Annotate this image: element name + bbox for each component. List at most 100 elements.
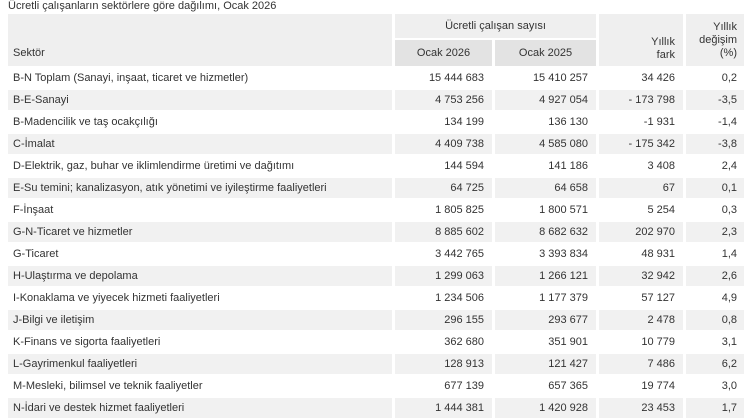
jan-2026-value-cell: 296 155 bbox=[395, 310, 492, 330]
sector-name-cell: D-Elektrik, gaz, buhar ve iklimlendirme … bbox=[8, 156, 392, 176]
col-header-sector: Sektör bbox=[8, 14, 392, 66]
sector-name-cell: C-İmalat bbox=[8, 134, 392, 154]
jan-2025-value-cell: 1 177 379 bbox=[495, 288, 596, 308]
jan-2025-value-cell: 136 130 bbox=[495, 112, 596, 132]
annual-change-cell: -3,5 bbox=[686, 90, 744, 110]
annual-diff-cell: 5 254 bbox=[599, 200, 683, 220]
jan-2026-value-cell: 128 913 bbox=[395, 354, 492, 374]
jan-2025-value-cell: 64 658 bbox=[495, 178, 596, 198]
col-header-annual-change-pct: Yıllık değişim (%) bbox=[686, 14, 744, 66]
jan-2026-value-cell: 3 442 765 bbox=[395, 244, 492, 264]
annual-diff-cell: 32 942 bbox=[599, 266, 683, 286]
sector-name-cell: J-Bilgi ve iletişim bbox=[8, 310, 392, 330]
col-header-jan-2026: Ocak 2026 bbox=[395, 40, 492, 66]
jan-2025-value-cell: 1 800 571 bbox=[495, 200, 596, 220]
table-row: N-İdari ve destek hizmet faaliyetleri 1 … bbox=[8, 398, 744, 418]
col-header-annual-diff: Yıllık fark bbox=[599, 14, 683, 66]
sector-name-cell: K-Finans ve sigorta faaliyetleri bbox=[8, 332, 392, 352]
jan-2025-value-cell: 657 365 bbox=[495, 376, 596, 396]
table-row: D-Elektrik, gaz, buhar ve iklimlendirme … bbox=[8, 156, 744, 176]
jan-2025-value-cell: 1 266 121 bbox=[495, 266, 596, 286]
table-row: B-E-Sanayi 4 753 256 4 927 054 - 173 798… bbox=[8, 90, 744, 110]
annual-change-cell: -3,8 bbox=[686, 134, 744, 154]
sector-name-cell: L-Gayrimenkul faaliyetleri bbox=[8, 354, 392, 374]
jan-2025-value-cell: 3 393 834 bbox=[495, 244, 596, 264]
annual-change-cell: 2,6 bbox=[686, 266, 744, 286]
jan-2026-value-cell: 677 139 bbox=[395, 376, 492, 396]
annual-change-cell: 6,2 bbox=[686, 354, 744, 374]
col-header-jan-2025: Ocak 2025 bbox=[495, 40, 596, 66]
header-row-periods: Ocak 2026 Ocak 2025 bbox=[8, 40, 744, 66]
sector-name-cell: G-Ticaret bbox=[8, 244, 392, 264]
annual-change-cell: 1,4 bbox=[686, 244, 744, 264]
table-row: L-Gayrimenkul faaliyetleri 128 913 121 4… bbox=[8, 354, 744, 374]
table-row: H-Ulaştırma ve depolama 1 299 063 1 266 … bbox=[8, 266, 744, 286]
jan-2026-value-cell: 144 594 bbox=[395, 156, 492, 176]
sector-name-cell: B-N Toplam (Sanayi, inşaat, ticaret ve h… bbox=[8, 68, 392, 88]
annual-diff-cell: 2 478 bbox=[599, 310, 683, 330]
annual-change-cell: 2,3 bbox=[686, 222, 744, 242]
annual-change-cell: 4,9 bbox=[686, 288, 744, 308]
annual-change-cell: 3,0 bbox=[686, 376, 744, 396]
jan-2026-value-cell: 1 299 063 bbox=[395, 266, 492, 286]
page-title: Ücretli çalışanların sektörlere göre dağ… bbox=[8, 0, 277, 12]
table-row: F-İnşaat 1 805 825 1 800 571 5 254 0,3 bbox=[8, 200, 744, 220]
table-row: J-Bilgi ve iletişim 296 155 293 677 2 47… bbox=[8, 310, 744, 330]
jan-2026-value-cell: 1 444 381 bbox=[395, 398, 492, 418]
annual-change-cell: 1,7 bbox=[686, 398, 744, 418]
jan-2026-value-cell: 1 805 825 bbox=[395, 200, 492, 220]
annual-diff-cell: 3 408 bbox=[599, 156, 683, 176]
sector-name-cell: B-E-Sanayi bbox=[8, 90, 392, 110]
table-row: I-Konaklama ve yiyecek hizmeti faaliyetl… bbox=[8, 288, 744, 308]
col-header-paid-employee-count: Ücretli çalışan sayısı bbox=[395, 14, 596, 38]
table-header: Sektör Ücretli çalışan sayısı Yıllık far… bbox=[8, 14, 744, 66]
annual-change-cell: 0,2 bbox=[686, 68, 744, 88]
sector-name-cell: G-N-Ticaret ve hizmetler bbox=[8, 222, 392, 242]
sector-name-cell: M-Mesleki, bilimsel ve teknik faaliyetle… bbox=[8, 376, 392, 396]
sector-name-cell: F-İnşaat bbox=[8, 200, 392, 220]
annual-diff-cell: 10 779 bbox=[599, 332, 683, 352]
jan-2025-value-cell: 4 585 080 bbox=[495, 134, 596, 154]
table-row: C-İmalat 4 409 738 4 585 080 - 175 342 -… bbox=[8, 134, 744, 154]
annual-diff-cell: 19 774 bbox=[599, 376, 683, 396]
sector-name-cell: E-Su temini; kanalizasyon, atık yönetimi… bbox=[8, 178, 392, 198]
table-body: B-N Toplam (Sanayi, inşaat, ticaret ve h… bbox=[8, 68, 744, 418]
jan-2026-value-cell: 4 409 738 bbox=[395, 134, 492, 154]
annual-change-cell: 0,3 bbox=[686, 200, 744, 220]
sector-distribution-table: Sektör Ücretli çalışan sayısı Yıllık far… bbox=[5, 12, 747, 418]
annual-change-cell: -1,4 bbox=[686, 112, 744, 132]
annual-diff-cell: 67 bbox=[599, 178, 683, 198]
annual-change-cell: 2,4 bbox=[686, 156, 744, 176]
jan-2026-value-cell: 8 885 602 bbox=[395, 222, 492, 242]
table-row: G-Ticaret 3 442 765 3 393 834 48 931 1,4 bbox=[8, 244, 744, 264]
sector-name-cell: I-Konaklama ve yiyecek hizmeti faaliyetl… bbox=[8, 288, 392, 308]
table-row: E-Su temini; kanalizasyon, atık yönetimi… bbox=[8, 178, 744, 198]
table-row: M-Mesleki, bilimsel ve teknik faaliyetle… bbox=[8, 376, 744, 396]
sector-name-cell: B-Madencilik ve taş ocakçılığı bbox=[8, 112, 392, 132]
annual-diff-cell: - 175 342 bbox=[599, 134, 683, 154]
table-row: B-N Toplam (Sanayi, inşaat, ticaret ve h… bbox=[8, 68, 744, 88]
sector-name-cell: H-Ulaştırma ve depolama bbox=[8, 266, 392, 286]
jan-2026-value-cell: 134 199 bbox=[395, 112, 492, 132]
table-row: B-Madencilik ve taş ocakçılığı 134 199 1… bbox=[8, 112, 744, 132]
annual-diff-cell: 7 486 bbox=[599, 354, 683, 374]
jan-2026-value-cell: 4 753 256 bbox=[395, 90, 492, 110]
table-row: K-Finans ve sigorta faaliyetleri 362 680… bbox=[8, 332, 744, 352]
jan-2025-value-cell: 121 427 bbox=[495, 354, 596, 374]
jan-2026-value-cell: 1 234 506 bbox=[395, 288, 492, 308]
jan-2025-value-cell: 4 927 054 bbox=[495, 90, 596, 110]
annual-diff-cell: 57 127 bbox=[599, 288, 683, 308]
table-row: G-N-Ticaret ve hizmetler 8 885 602 8 682… bbox=[8, 222, 744, 242]
sector-name-cell: N-İdari ve destek hizmet faaliyetleri bbox=[8, 398, 392, 418]
jan-2025-value-cell: 141 186 bbox=[495, 156, 596, 176]
annual-diff-cell: 34 426 bbox=[599, 68, 683, 88]
annual-change-cell: 0,1 bbox=[686, 178, 744, 198]
jan-2025-value-cell: 8 682 632 bbox=[495, 222, 596, 242]
annual-change-cell: 0,8 bbox=[686, 310, 744, 330]
annual-change-cell: 3,1 bbox=[686, 332, 744, 352]
annual-diff-cell: - 173 798 bbox=[599, 90, 683, 110]
jan-2025-value-cell: 351 901 bbox=[495, 332, 596, 352]
jan-2026-value-cell: 64 725 bbox=[395, 178, 492, 198]
jan-2026-value-cell: 15 444 683 bbox=[395, 68, 492, 88]
